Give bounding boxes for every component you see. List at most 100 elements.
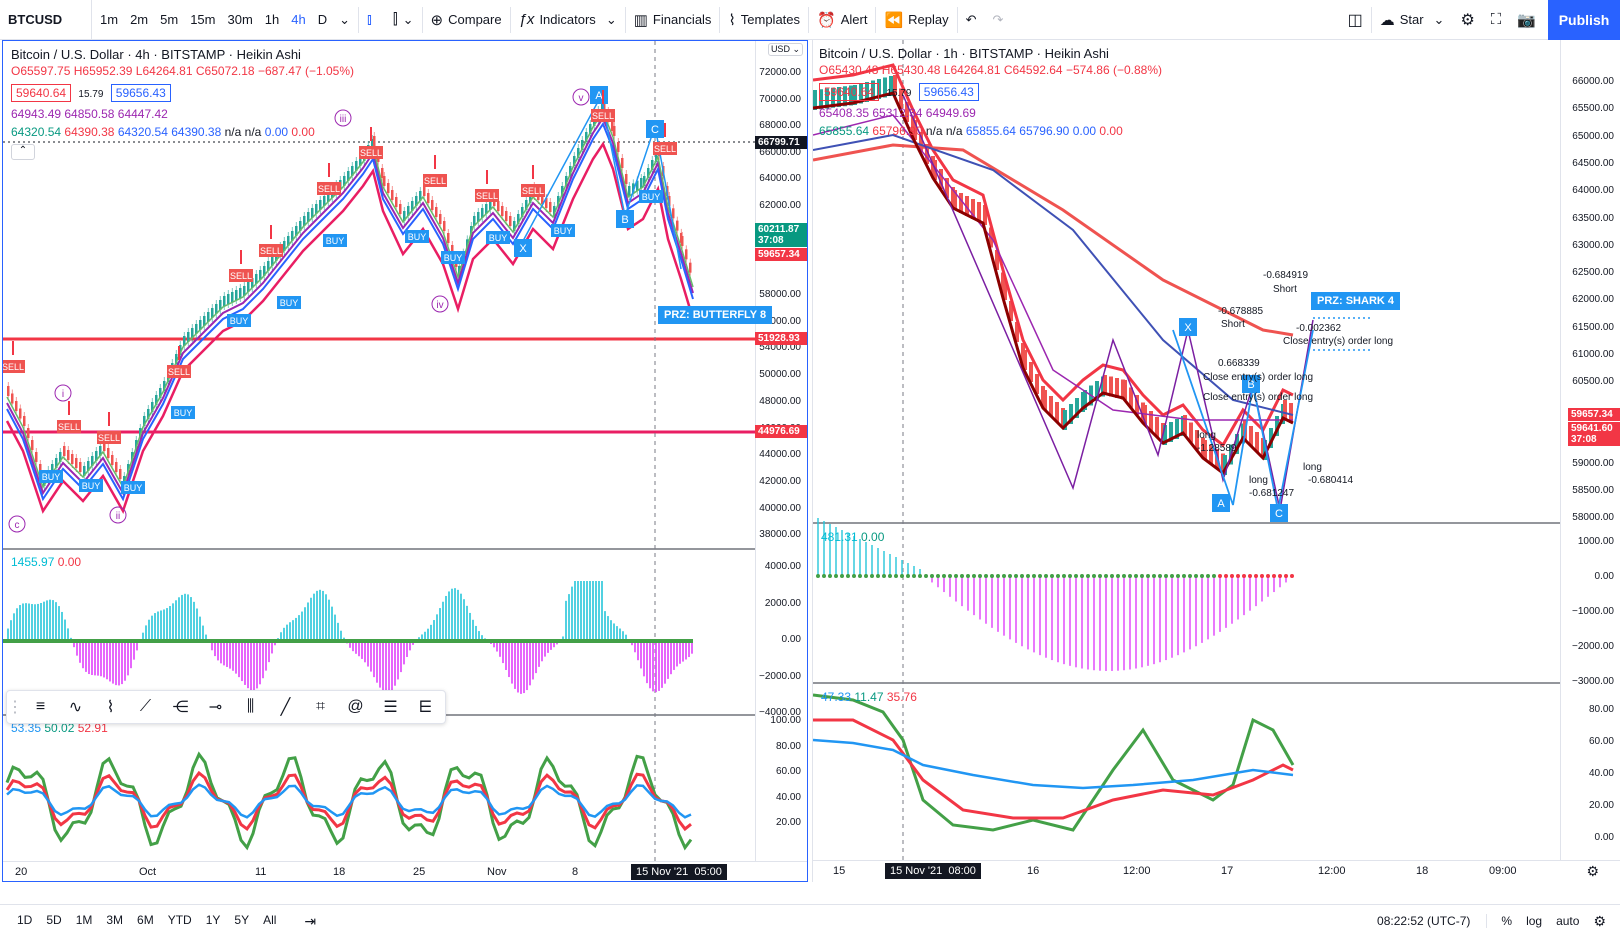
left-time-axis[interactable]: 20 Oct 11 18 25 Nov 8 15 Nov '21 05:00 <box>3 861 807 881</box>
right-price-axis[interactable]: 66000.00 65500.00 65000.00 64500.00 64000.00… <box>1560 40 1620 860</box>
fib-levels-icon[interactable]: ☰ <box>383 699 398 716</box>
xabcd-pattern-icon[interactable]: ∿ <box>68 699 83 716</box>
candle <box>1169 422 1173 442</box>
time-tick: 15 <box>833 865 846 877</box>
clock[interactable]: 08:22:52 (UTC-7) <box>1377 914 1471 928</box>
ind-v1: 64320.54 <box>11 125 62 139</box>
macd-bar <box>901 560 903 576</box>
left-price-axis[interactable]: 72000.00 70000.00 68000.00 66000.00 64000.00… <box>755 41 807 861</box>
fullscreen-button[interactable]: ⛶ <box>1483 0 1510 40</box>
ohlc-high: H65430.48 <box>881 63 941 77</box>
interval-30m[interactable]: 30m <box>227 12 253 27</box>
alert-button[interactable]: ⏰ Alert <box>809 0 875 40</box>
macd-dot <box>1116 574 1120 578</box>
interval-5m[interactable]: 5m <box>160 12 179 27</box>
buy-label: BUY <box>174 408 193 418</box>
elliott-wave-icon[interactable]: ⌇ <box>106 699 115 716</box>
currency-selector[interactable]: USD ⌄ <box>767 43 803 56</box>
fib-extension-icon[interactable]: ⋿ <box>418 699 433 716</box>
auto-toggle[interactable]: auto <box>1556 914 1580 928</box>
interval-2m[interactable]: 2m <box>130 12 149 27</box>
bid-box[interactable]: 59640.64 <box>11 84 72 102</box>
redo-button[interactable]: ↷ <box>985 0 1012 40</box>
collapse-legend-button[interactable]: ⌃ <box>11 144 35 160</box>
right-chart-canvas[interactable]: X A B C -0.684919 Short -0.678885 Short -0.00236… <box>813 40 1620 882</box>
price-tick: −4000.00 <box>759 707 801 718</box>
spiral-icon[interactable]: @ <box>347 698 364 715</box>
layout-button[interactable]: ◫ <box>1340 0 1371 40</box>
macd-bar <box>541 641 543 662</box>
fib-tool-icon[interactable]: ≡ <box>35 698 46 715</box>
interval-1h[interactable]: 1h <box>264 12 280 27</box>
axis-settings-gear-icon[interactable]: ⚙ <box>1593 912 1606 929</box>
ask-box[interactable]: 59656.43 <box>110 84 171 102</box>
left-chart[interactable]: i ii iii iv v c A B C X BUY BUY BUY BUY BUY BUY BUY BUY BU… <box>2 40 808 882</box>
range-1m[interactable]: 1M <box>75 912 93 927</box>
percent-toggle[interactable]: % <box>1486 914 1519 928</box>
macd-bar <box>394 641 396 686</box>
settings-button[interactable]: ⚙ <box>1452 0 1482 40</box>
interval-group: 1m 2m 5m 15m 30m 1h 4h D ⌄ <box>92 0 358 40</box>
sell-marker <box>167 365 191 378</box>
drag-handle-icon[interactable]: ⋮ <box>7 699 23 716</box>
macd-dot <box>1254 574 1258 578</box>
indicators-button[interactable]: ƒx Indicators ⌄ <box>511 0 625 40</box>
bar-style-button[interactable]: ⫾ <box>359 0 385 40</box>
macd-bar <box>517 641 519 693</box>
macd-bar <box>664 641 666 684</box>
snapshot-button[interactable]: 📷 <box>1509 0 1544 40</box>
undo-button[interactable]: ↶ <box>958 0 985 40</box>
range-all[interactable]: All <box>263 912 277 927</box>
right-chart[interactable]: X A B C -0.684919 Short -0.678885 Short -0.00236… <box>812 40 1620 882</box>
right-axis-gear-icon[interactable]: ⚙ <box>1586 863 1599 879</box>
ray-icon[interactable]: ╱ <box>280 699 291 716</box>
macd-bar <box>1021 576 1023 647</box>
macd-dot <box>840 574 844 578</box>
macd-bar <box>142 632 144 641</box>
interval-15m[interactable]: 15m <box>190 12 216 27</box>
bid-box[interactable]: 59640.64 <box>819 83 880 101</box>
macd-bar <box>1069 576 1071 666</box>
templates-button[interactable]: ⌇ Templates <box>720 0 808 40</box>
macd-bar <box>574 581 576 641</box>
log-toggle[interactable]: log <box>1526 914 1543 928</box>
right-time-axis[interactable]: 15 16 12:00 17 12:00 18 09:00 15 Nov '21 08:00… <box>813 860 1620 882</box>
horizontal-ray-icon[interactable]: ⊸ <box>208 699 223 716</box>
range-6m[interactable]: 6M <box>137 912 154 927</box>
chevron-down-icon[interactable]: ⌄ <box>339 11 351 27</box>
range-1y[interactable]: 1Y <box>205 912 221 927</box>
candle <box>1283 400 1287 420</box>
range-5d[interactable]: 5D <box>46 912 62 927</box>
range-5y[interactable]: 5Y <box>234 912 250 927</box>
candle-style-button[interactable]: ⫿ ⌄ <box>385 0 422 40</box>
candle <box>1143 405 1147 425</box>
compare-button[interactable]: ⊕ Compare <box>423 0 510 40</box>
symbol-search[interactable]: BTCUSD <box>0 0 92 40</box>
ask-box[interactable]: 59656.43 <box>918 83 979 101</box>
range-ytd[interactable]: YTD <box>167 912 192 927</box>
pattern-icon[interactable]: ⌗ <box>315 698 325 715</box>
financials-button[interactable]: ▥ Financials <box>626 0 720 40</box>
price-tick: 4000.00 <box>764 561 801 572</box>
price-tick: 60500.00 <box>1572 376 1614 388</box>
price-tick: 54000.00 <box>759 342 801 354</box>
interval-1m[interactable]: 1m <box>100 12 119 27</box>
fib-channel-icon[interactable]: ⫼ <box>246 698 255 715</box>
goto-date-icon[interactable]: ⇥ <box>304 912 317 929</box>
macd-bar <box>658 641 660 691</box>
macd-dot <box>1140 574 1144 578</box>
macd-bar <box>373 641 375 678</box>
interval-4h[interactable]: 4h <box>291 12 306 27</box>
price-tick: 61000.00 <box>1572 349 1614 360</box>
pitchfork-icon[interactable]: ⋲ <box>172 699 189 716</box>
trend-line-icon[interactable]: ⟋ <box>139 698 152 715</box>
publish-button[interactable]: Publish <box>1548 0 1620 40</box>
replay-button[interactable]: ⏪ Replay <box>876 0 956 40</box>
macd-bar <box>649 641 651 689</box>
range-3m[interactable]: 3M <box>106 912 124 927</box>
interval-d[interactable]: D <box>317 12 328 27</box>
range-1d[interactable]: 1D <box>17 912 33 927</box>
star-button[interactable]: ☁ Star ⌄ <box>1372 0 1453 40</box>
macd-dot <box>1122 574 1126 578</box>
